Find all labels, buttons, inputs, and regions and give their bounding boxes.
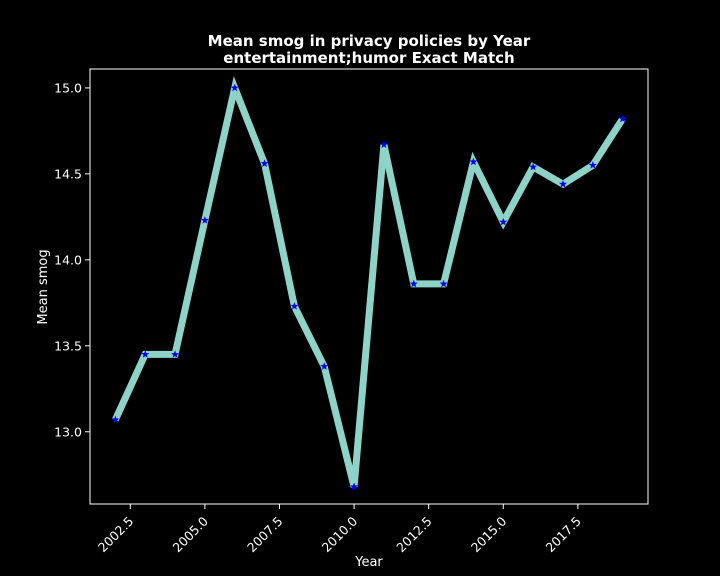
data-point-marker bbox=[469, 157, 478, 166]
x-axis-label: Year bbox=[354, 555, 383, 570]
y-tick-label: 14.5 bbox=[54, 166, 82, 181]
data-point-marker bbox=[379, 140, 388, 149]
data-point-marker bbox=[200, 216, 209, 224]
data-point-marker bbox=[588, 161, 597, 169]
chart-title: Mean smog in privacy policies by Year bbox=[208, 32, 531, 50]
series-group bbox=[111, 76, 627, 491]
data-point-marker bbox=[499, 217, 508, 226]
data-point-marker bbox=[558, 180, 567, 188]
data-point-marker bbox=[111, 415, 120, 424]
x-tick-label: 2007.5 bbox=[244, 514, 286, 556]
data-point-marker bbox=[171, 350, 180, 358]
chart-subtitle: entertainment;humor Exact Match bbox=[223, 49, 514, 67]
x-tick-label: 2012.5 bbox=[393, 514, 435, 556]
data-point-marker bbox=[350, 482, 359, 491]
data-point-marker bbox=[320, 362, 329, 370]
data-point-marker bbox=[230, 83, 239, 92]
y-axis-label: Mean smog bbox=[36, 249, 51, 324]
y-tick-label: 13.5 bbox=[54, 338, 82, 353]
data-point-marker bbox=[260, 159, 269, 167]
y-tick-label: 13.0 bbox=[54, 424, 82, 439]
x-tick-label: 2017.5 bbox=[542, 514, 584, 556]
data-point-marker bbox=[409, 279, 418, 288]
data-point-marker bbox=[618, 114, 627, 123]
axis-ticks: 2002.5 2005.0 2007.5 2010.0 2012.5 2015.0 2017… bbox=[54, 80, 584, 555]
y-tick-label: 15.0 bbox=[54, 80, 82, 95]
x-tick-label: 2002.5 bbox=[95, 514, 137, 556]
series-line bbox=[112, 76, 626, 488]
data-point-marker bbox=[290, 302, 299, 310]
data-point-marker bbox=[141, 350, 150, 358]
x-tick-label: 2005.0 bbox=[169, 513, 211, 555]
x-tick-label: 2015.0 bbox=[468, 513, 510, 555]
plot-frame bbox=[89, 68, 649, 505]
data-point-marker bbox=[529, 162, 538, 171]
x-tick-label: 2010.0 bbox=[319, 513, 361, 555]
y-tick-label: 14.0 bbox=[54, 252, 82, 267]
data-point-marker bbox=[439, 279, 448, 288]
